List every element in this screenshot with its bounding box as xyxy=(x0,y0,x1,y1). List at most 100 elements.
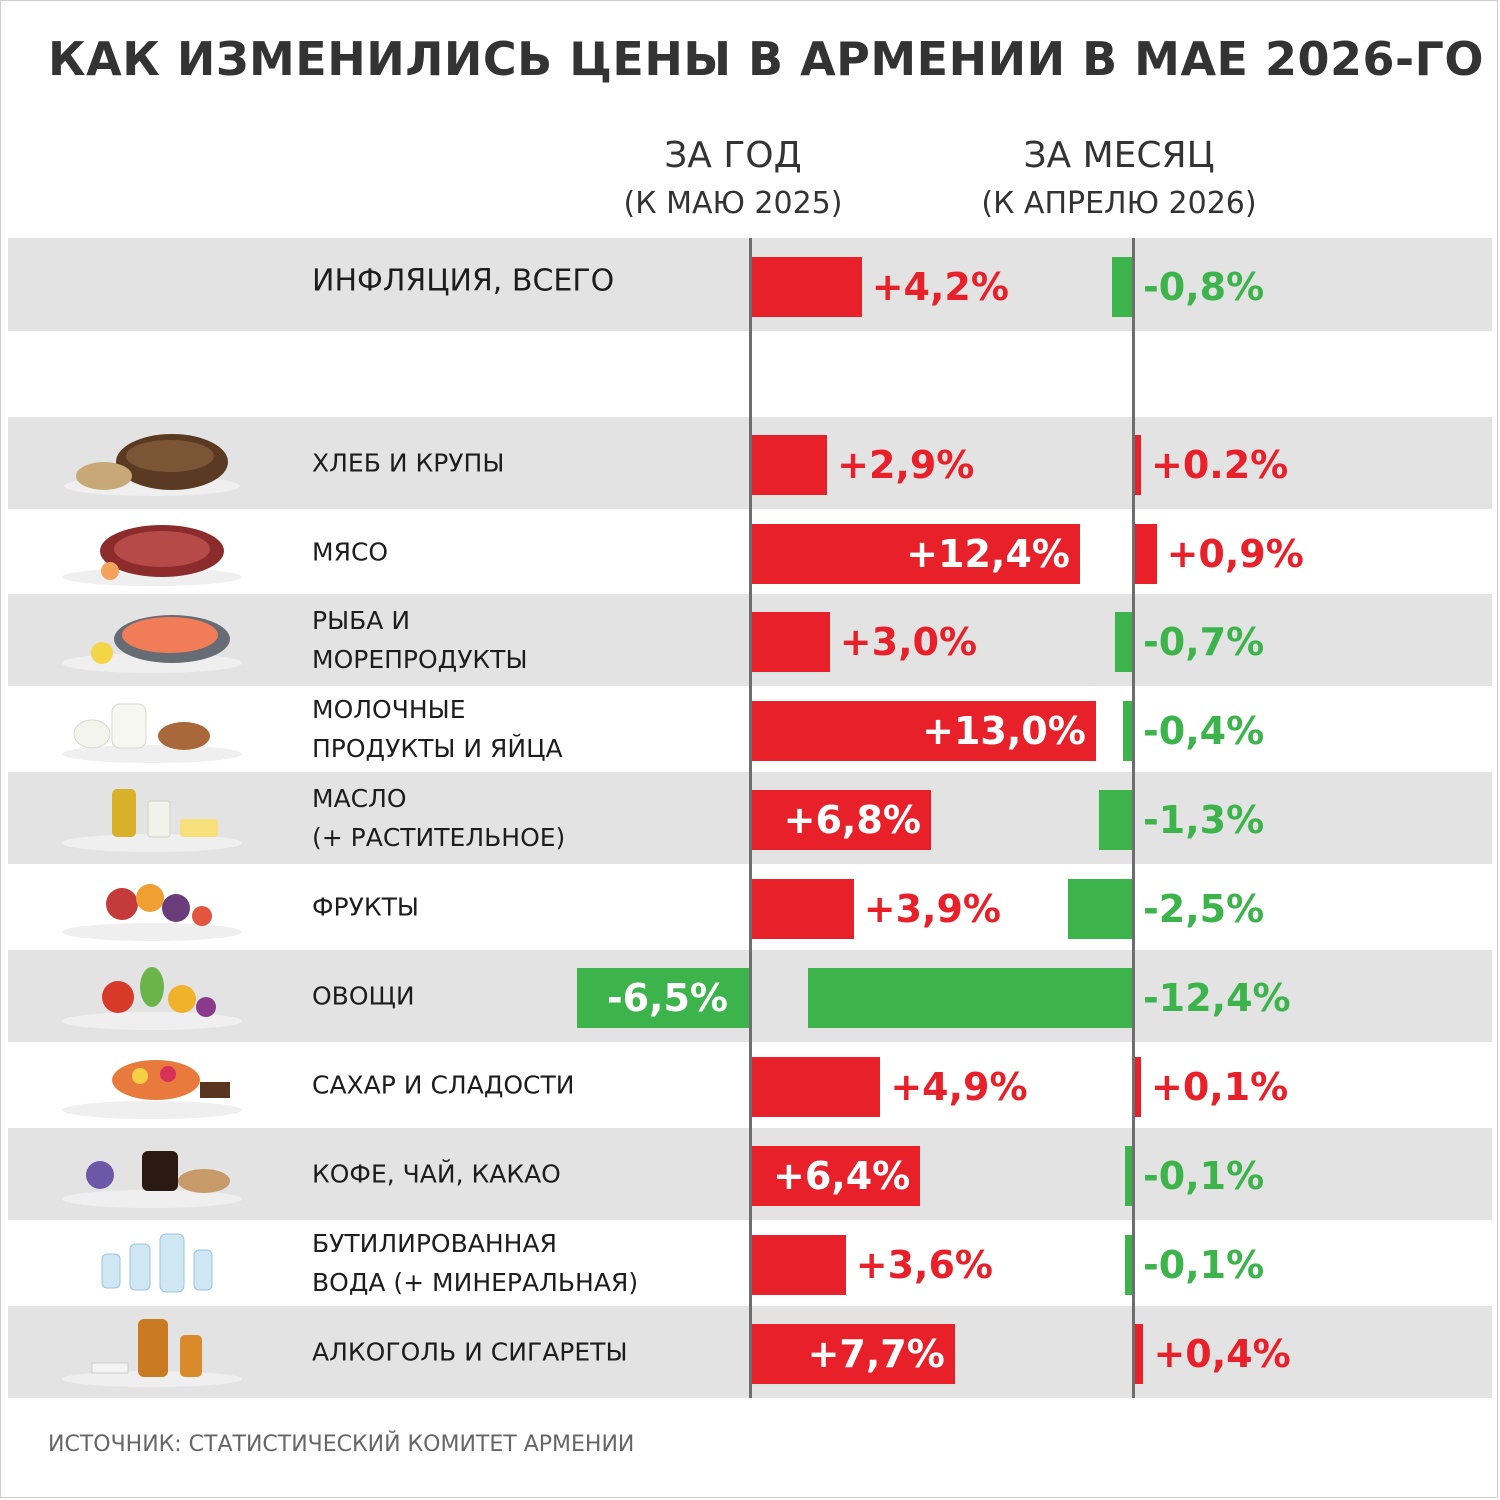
month-bar xyxy=(1125,1235,1133,1295)
coffee-icon-shape xyxy=(142,1151,178,1191)
year-value-label: +4,9% xyxy=(890,1065,1028,1109)
year-bar xyxy=(750,256,862,317)
fish-icon-shape xyxy=(91,642,113,664)
year-bar xyxy=(750,790,931,850)
month-value-label: -12,4% xyxy=(1143,976,1291,1020)
coffee-icon-shape xyxy=(62,1190,242,1208)
year-value-label: +3,0% xyxy=(839,620,978,664)
source-note: ИСТОЧНИК: СТАТИСТИЧЕСКИЙ КОМИТЕТ АРМЕНИИ xyxy=(48,1432,635,1457)
water-bottle-icon-shape xyxy=(159,1233,185,1293)
water-bottle-icon-shape xyxy=(129,1243,151,1291)
alcohol-icon-shape xyxy=(180,1335,202,1377)
row-label: МЯСО xyxy=(312,537,389,566)
vegetables-icon-shape xyxy=(168,985,196,1013)
row-label: АЛКОГОЛЬ И СИГАРЕТЫ xyxy=(312,1337,628,1367)
month-bar xyxy=(1122,701,1133,761)
sweets-icon-shape xyxy=(132,1068,148,1084)
year-bar xyxy=(750,879,854,939)
month-bar xyxy=(1133,435,1141,495)
month-bar xyxy=(1133,1057,1141,1117)
water-bottle-icon-shape xyxy=(193,1249,213,1291)
row-label: ФРУКТЫ xyxy=(312,892,419,922)
alcohol-icon-shape xyxy=(138,1319,168,1377)
year-value-label: +6,8% xyxy=(783,798,921,842)
row-label: ОВОЩИ xyxy=(312,981,415,1011)
row-label: РЫБА И МОРЕПРОДУКТЫ xyxy=(312,606,528,674)
column-header-month: ЗА МЕСЯЦ (К АПРЕЛЮ 2026) xyxy=(909,134,1329,224)
row-label: МОЛОЧНЫЕ ПРОДУКТЫ И ЯЙЦА xyxy=(312,695,563,763)
year-bar xyxy=(577,968,750,1028)
dairy-icon-shape xyxy=(158,722,210,750)
column-header-year: ЗА ГОД (К МАЮ 2025) xyxy=(523,134,943,224)
sweets-icon-shape xyxy=(112,1060,200,1100)
year-value-label: +3,9% xyxy=(863,887,1001,931)
table-row: МЯСО xyxy=(8,509,1492,594)
oil-icon-shape xyxy=(112,789,136,837)
month-bar xyxy=(1112,256,1133,317)
year-bar xyxy=(750,612,830,672)
year-value-label: +3,6% xyxy=(855,1243,993,1287)
row-label: КОФЕ, ЧАЙ, КАКАО xyxy=(312,1159,561,1189)
month-bar xyxy=(1067,879,1133,939)
year-axis-line xyxy=(749,238,752,1398)
water-bottle-icon-shape xyxy=(101,1253,121,1289)
fruit-icon-shape xyxy=(162,894,190,922)
month-value-label: +0.2% xyxy=(1151,443,1289,487)
year-bar xyxy=(750,523,1080,584)
vegetables-icon-shape xyxy=(196,997,216,1017)
month-value-label: -0,1% xyxy=(1143,1154,1265,1198)
dairy-icon-shape xyxy=(111,703,147,749)
year-bar xyxy=(750,1057,881,1117)
sweets-icon-shape xyxy=(62,1101,242,1119)
month-value-label: -2,5% xyxy=(1143,887,1265,931)
month-value-label: +0,4% xyxy=(1153,1332,1291,1376)
year-bar xyxy=(750,1235,846,1295)
dairy-icon-shape xyxy=(73,719,111,749)
year-value-label: +7,7% xyxy=(807,1332,945,1376)
meat-icon xyxy=(62,524,242,586)
oil-icon-shape xyxy=(62,834,242,852)
year-value-label: +13,0% xyxy=(922,709,1086,753)
oil-icon-shape xyxy=(180,819,218,837)
table-row: БУТИЛИРОВАННАЯ ВОДА (+ МИНЕРАЛЬНАЯ) xyxy=(8,1220,1492,1306)
year-value-label: +4,2% xyxy=(871,264,1009,309)
sweets-icon-shape xyxy=(160,1066,176,1082)
fruit-icon-shape xyxy=(62,923,242,941)
sweets-icon-shape xyxy=(200,1082,230,1098)
coffee-icon xyxy=(62,1151,242,1208)
row-label: МАСЛО (+ РАСТИТЕЛЬНОЕ) xyxy=(312,784,566,852)
vegetables-icon-shape xyxy=(140,967,164,1007)
meat-icon-shape xyxy=(101,561,119,580)
month-bar xyxy=(1114,612,1133,672)
alcohol-icon xyxy=(62,1319,242,1387)
column-subheading-year: (К МАЮ 2025) xyxy=(623,186,843,221)
month-value-label: -1,3% xyxy=(1143,798,1265,842)
vegetables-icon-shape xyxy=(102,981,134,1013)
column-subheading-month: (К АПРЕЛЮ 2026) xyxy=(981,186,1257,221)
column-heading-month: ЗА МЕСЯЦ xyxy=(1023,135,1215,176)
table-row: МОЛОЧНЫЕ ПРОДУКТЫ И ЯЙЦА xyxy=(8,686,1492,772)
bread-icon-shape xyxy=(76,462,132,490)
month-value-label: +0,1% xyxy=(1151,1065,1289,1109)
oil-icon-shape xyxy=(147,800,171,838)
coffee-icon-shape xyxy=(178,1169,230,1193)
dairy-icon xyxy=(62,703,242,763)
oil-icon xyxy=(62,789,242,852)
fruit-icon xyxy=(62,884,242,941)
month-bar xyxy=(808,968,1133,1028)
row-label: ИНФЛЯЦИЯ, ВСЕГО xyxy=(312,263,615,299)
meat-icon-shape xyxy=(114,530,210,567)
water-bottle-icon xyxy=(101,1233,213,1293)
year-bar xyxy=(750,1324,955,1384)
fruit-icon-shape xyxy=(192,906,212,926)
year-bar xyxy=(750,435,828,495)
row-label: БУТИЛИРОВАННАЯ ВОДА (+ МИНЕРАЛЬНАЯ) xyxy=(312,1229,639,1297)
year-value-label: +6,4% xyxy=(773,1154,911,1198)
coffee-icon-shape xyxy=(86,1161,114,1189)
month-value-label: -0,8% xyxy=(1143,264,1265,309)
year-value-label: +2,9% xyxy=(837,443,975,487)
bread-icon-shape xyxy=(126,440,214,472)
month-bar xyxy=(1133,523,1157,584)
row-label: САХАР И СЛАДОСТИ xyxy=(312,1070,575,1100)
